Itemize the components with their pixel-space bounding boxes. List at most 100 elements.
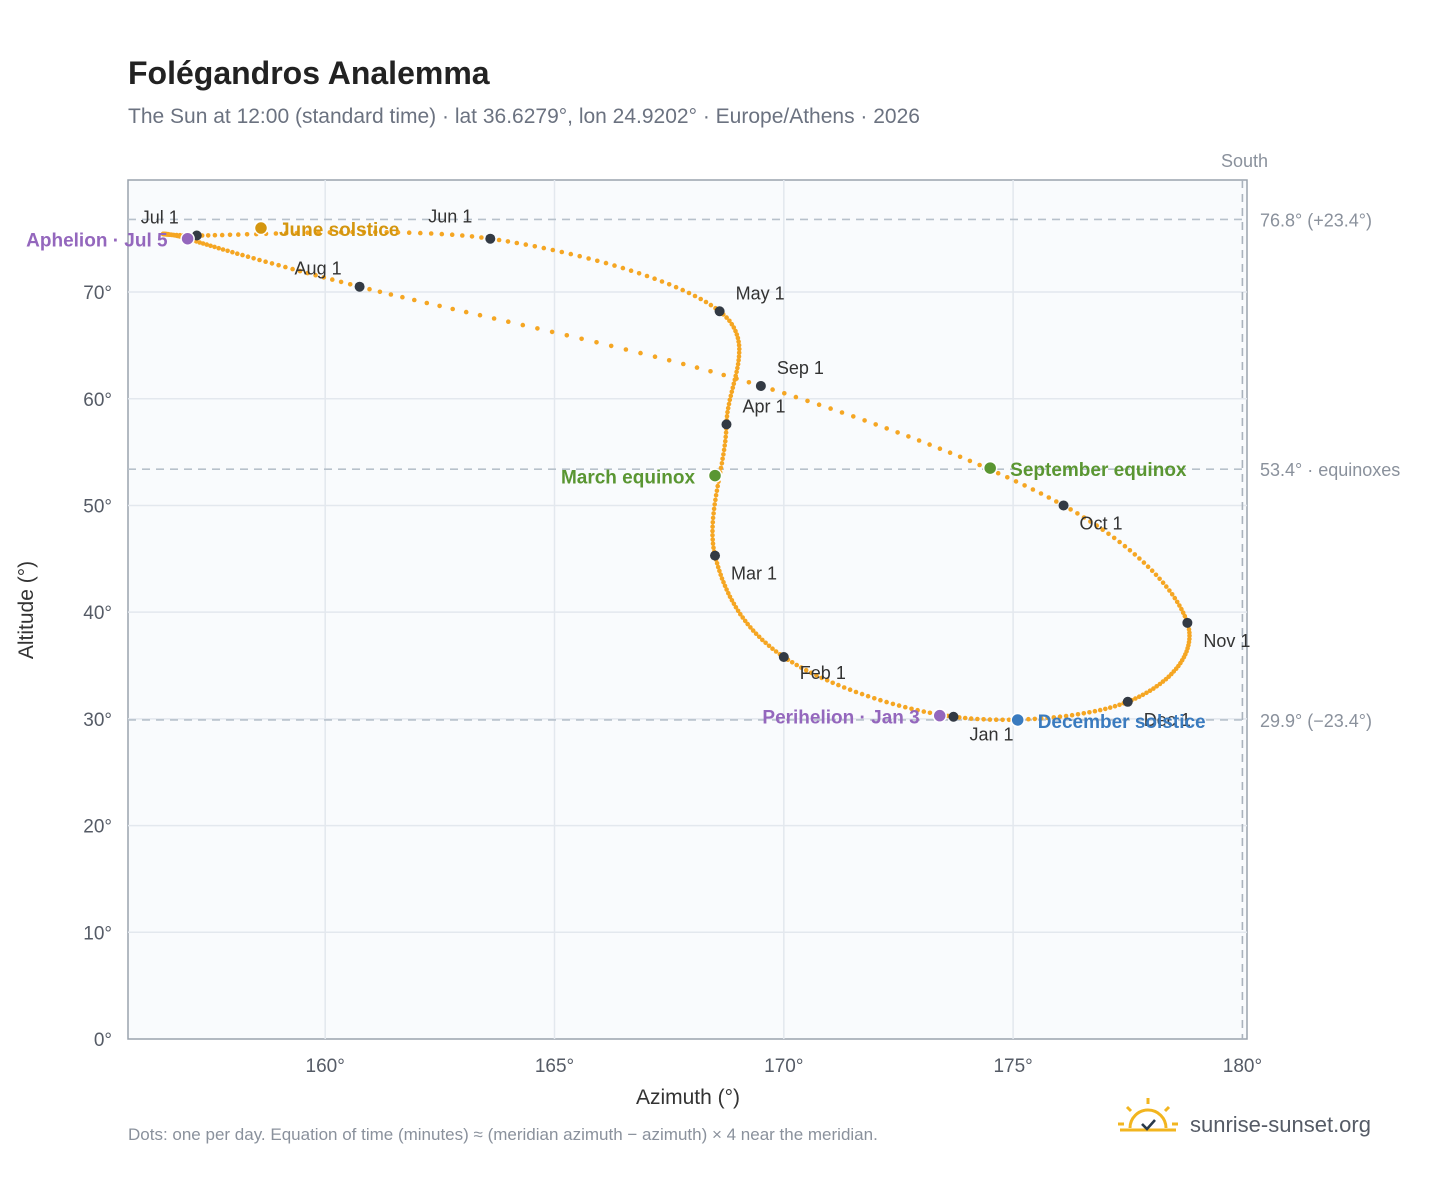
x-tick-label: 170° bbox=[764, 1056, 803, 1077]
daily-sun-dot bbox=[305, 270, 310, 276]
daily-sun-dot bbox=[564, 333, 570, 338]
event-label: Aphelion · Jul 5 bbox=[26, 231, 168, 252]
event-markers: Aphelion · Jul 5 June solstice March equin… bbox=[26, 220, 1205, 733]
reference-line-label: 76.8° (+23.4°) bbox=[1260, 210, 1372, 230]
daily-sun-dot bbox=[720, 456, 725, 462]
daily-sun-dot bbox=[1045, 715, 1050, 721]
daily-sun-dot bbox=[1068, 507, 1073, 512]
daily-sun-dot bbox=[947, 450, 953, 456]
daily-sun-dot bbox=[937, 446, 943, 452]
reference-lines: South 76.8° (+23.4°) 53.4° · equinoxes 29.9… bbox=[128, 151, 1400, 1039]
daily-sun-dot bbox=[782, 391, 787, 396]
daily-sun-dot bbox=[514, 240, 520, 246]
daily-sun-dot bbox=[977, 462, 982, 468]
daily-sun-dot bbox=[1075, 712, 1081, 717]
daily-sun-dot bbox=[550, 247, 556, 253]
daily-sun-dot bbox=[1006, 717, 1012, 723]
daily-sun-dot bbox=[1046, 495, 1052, 500]
daily-sun-dot bbox=[1154, 684, 1159, 689]
daily-sun-dot bbox=[794, 662, 799, 668]
event-marker bbox=[1010, 712, 1025, 728]
daily-sun-dot bbox=[710, 528, 715, 534]
daily-sun-dot bbox=[505, 239, 511, 244]
daily-sun-dot bbox=[1187, 633, 1192, 639]
daily-sun-dot bbox=[418, 230, 423, 236]
daily-sun-dot bbox=[770, 646, 775, 651]
daily-sun-dot bbox=[586, 256, 591, 261]
daily-sun-dot bbox=[736, 339, 741, 344]
daily-sun-dot bbox=[579, 336, 584, 342]
event-marker bbox=[253, 220, 269, 236]
daily-sun-dot bbox=[711, 511, 716, 516]
daily-sun-dot bbox=[735, 365, 740, 371]
daily-sun-dot bbox=[721, 452, 726, 457]
daily-sun-dot bbox=[713, 497, 718, 503]
daily-sun-dot bbox=[734, 376, 739, 381]
daily-sun-dot bbox=[541, 245, 547, 251]
daily-sun-dot bbox=[975, 716, 980, 722]
daily-sun-dot bbox=[251, 255, 256, 261]
x-tick-label: 160° bbox=[306, 1056, 345, 1077]
daily-sun-dot bbox=[721, 447, 727, 453]
x-tick-label: 180° bbox=[1223, 1056, 1262, 1077]
daily-sun-dot bbox=[714, 561, 720, 566]
daily-sun-dot bbox=[520, 322, 526, 328]
daily-sun-dot bbox=[884, 699, 889, 705]
daily-sun-dot bbox=[297, 268, 303, 274]
daily-sun-dot bbox=[1144, 690, 1149, 696]
daily-sun-dot bbox=[200, 241, 206, 246]
daily-sun-dot bbox=[847, 687, 853, 692]
chart-subtitle: The Sun at 12:00 (standard time) · lat 3… bbox=[128, 105, 920, 128]
daily-sun-dot bbox=[1112, 703, 1118, 709]
daily-sun-dot bbox=[496, 237, 502, 243]
daily-sun-dot bbox=[814, 673, 819, 678]
daily-sun-dot bbox=[750, 628, 756, 633]
daily-sun-dot bbox=[1005, 475, 1010, 480]
daily-sun-dot bbox=[736, 358, 741, 363]
month-label: Dec 1 bbox=[1144, 710, 1191, 730]
daily-sun-dot bbox=[770, 387, 775, 392]
daily-sun-dot bbox=[746, 380, 752, 385]
daily-sun-dot bbox=[799, 665, 804, 670]
y-tick-label: 0° bbox=[94, 1030, 112, 1051]
daily-sun-dot bbox=[1167, 588, 1172, 593]
daily-sun-dot bbox=[708, 302, 714, 308]
daily-sun-dot bbox=[1145, 564, 1151, 569]
daily-sun-dot bbox=[204, 242, 210, 247]
daily-sun-dot bbox=[1164, 584, 1169, 589]
daily-sun-dot bbox=[710, 520, 716, 525]
month-marker bbox=[755, 380, 766, 391]
daily-sun-dot bbox=[1038, 716, 1044, 721]
y-tick-label: 50° bbox=[83, 496, 112, 517]
daily-sun-dot bbox=[1169, 592, 1175, 597]
daily-sun-dot bbox=[1107, 705, 1113, 710]
daily-sun-dot bbox=[638, 350, 643, 356]
daily-sun-dot bbox=[1030, 487, 1036, 492]
daily-sun-dot bbox=[1136, 694, 1142, 699]
daily-sun-dot bbox=[981, 717, 986, 722]
daily-sun-dot bbox=[205, 233, 211, 238]
daily-sun-dot bbox=[395, 230, 401, 235]
daily-sun-dot bbox=[711, 545, 716, 550]
month-label: Sep 1 bbox=[777, 358, 824, 378]
daily-sun-dot bbox=[728, 393, 734, 399]
daily-sun-dot bbox=[1117, 539, 1122, 545]
daily-sun-dot bbox=[532, 244, 538, 249]
daily-sun-dot bbox=[549, 329, 555, 335]
daily-sun-dot bbox=[1174, 599, 1180, 605]
daily-sun-dot bbox=[338, 229, 344, 235]
event-marker bbox=[707, 468, 723, 483]
reference-line-label: 53.4° · equinoxes bbox=[1260, 460, 1400, 480]
daily-sun-dot bbox=[710, 537, 715, 542]
daily-sun-dot bbox=[227, 232, 233, 238]
daily-sun-dot bbox=[230, 249, 235, 255]
month-label: Nov 1 bbox=[1203, 631, 1250, 651]
daily-sun-dot bbox=[628, 268, 634, 274]
x-tick-label: 165° bbox=[535, 1056, 574, 1077]
daily-sun-dot bbox=[841, 685, 847, 690]
daily-sun-dot bbox=[731, 325, 737, 330]
brand-name: sunrise-sunset.org bbox=[1190, 1112, 1371, 1137]
daily-sun-dot bbox=[736, 350, 742, 356]
daily-sun-dot bbox=[463, 309, 469, 315]
